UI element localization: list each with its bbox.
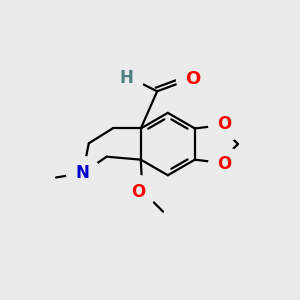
Text: O: O [185,70,200,88]
Text: H: H [119,69,133,87]
Text: O: O [218,115,232,133]
Text: N: N [76,164,90,182]
Text: O: O [131,183,145,201]
Text: O: O [218,155,232,173]
